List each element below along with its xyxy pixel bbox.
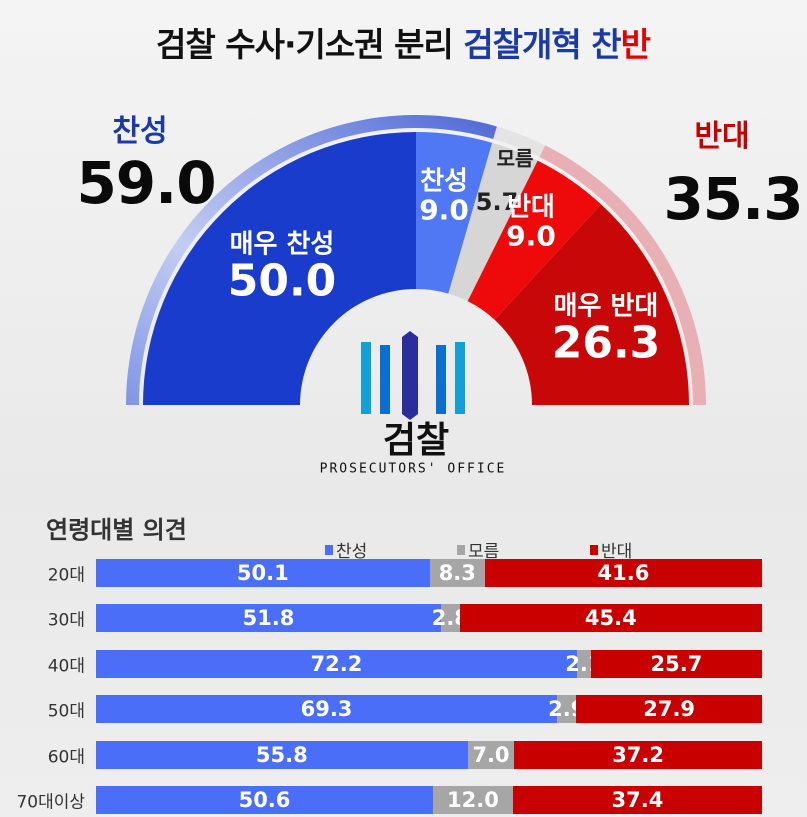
bar-support: 55.8 xyxy=(96,741,468,769)
bar-value-label: 27.9 xyxy=(643,697,696,721)
logo-bar xyxy=(455,342,465,414)
slice-support xyxy=(416,132,493,294)
bar-value-label: 8.3 xyxy=(438,561,476,585)
title-text: 검찰 수사·기소권 분리 xyxy=(156,25,464,64)
slice-unknown xyxy=(448,142,538,302)
bar-value-label: 72.2 xyxy=(310,652,363,676)
slice-label-strong-oppose: 매우 반대 26.3 xyxy=(551,291,661,369)
bar-oppose: 45.4 xyxy=(459,604,762,632)
ring-unknown xyxy=(493,126,546,158)
half-donut-chart xyxy=(126,115,706,420)
bar-oppose: 41.6 xyxy=(484,559,762,587)
slice-label-strong-support: 매우 찬성 50.0 xyxy=(227,229,337,307)
bar-row: 55.8 7.0 37.2 xyxy=(96,741,762,769)
age-label: 70대이상 xyxy=(16,792,85,813)
bar-value-label: 12.0 xyxy=(447,788,499,812)
legend-swatch xyxy=(457,544,465,555)
legend-swatch xyxy=(590,544,598,555)
bar-unknown: 2.9 xyxy=(548,695,585,723)
bar-unknown: 2.1 xyxy=(565,650,602,678)
bar-value-label: 69.3 xyxy=(300,697,353,721)
slice-label-oppose: 반대 9.0 xyxy=(506,192,556,253)
bar-value-label: 7.0 xyxy=(472,743,510,767)
slice-label-support: 찬성 9.0 xyxy=(419,166,469,227)
bar-support: 72.2 xyxy=(96,650,577,678)
age-label: 20대 xyxy=(47,565,85,586)
title-support: 찬 xyxy=(591,25,621,64)
bar-unknown: 12.0 xyxy=(432,786,513,814)
slice-strong-support xyxy=(143,132,416,405)
legend-swatch xyxy=(325,544,333,555)
slice-value-unknown: 5.7 xyxy=(475,188,519,216)
bar-row: 69.3 2.9 27.9 xyxy=(96,695,762,723)
page-title: 검찰 수사·기소권 분리 검찰개혁 찬반 xyxy=(156,18,651,66)
slice-strong-oppose xyxy=(494,204,689,405)
bar-value-label: 25.7 xyxy=(650,652,703,676)
legend-oppose: 반대 xyxy=(590,537,632,562)
age-chart-title: 연령대별 의견 xyxy=(46,516,187,544)
logo-bar xyxy=(380,345,390,414)
bar-oppose: 37.4 xyxy=(512,786,762,814)
ring-oppose xyxy=(539,145,706,405)
title-oppose: 반 xyxy=(620,25,651,64)
bar-row: 51.8 2.8 45.4 xyxy=(96,604,762,632)
total-support-label: 찬성 xyxy=(112,114,168,149)
total-oppose-value: 35.3 xyxy=(663,165,803,233)
bar-unknown: 8.3 xyxy=(429,559,485,587)
prosecutors-office-logo xyxy=(361,331,465,420)
bar-value-label: 37.2 xyxy=(612,743,665,767)
bar-unknown: 7.0 xyxy=(467,741,515,769)
logo-bar xyxy=(436,345,446,414)
bar-oppose: 27.9 xyxy=(576,695,762,723)
age-label: 30대 xyxy=(47,610,85,631)
bar-support: 51.8 xyxy=(96,604,441,632)
bar-row: 50.6 12.0 37.4 xyxy=(96,786,762,814)
legend-support: 찬성 xyxy=(325,537,367,562)
total-support-value: 59.0 xyxy=(76,149,216,217)
bar-support: 69.3 xyxy=(96,695,558,723)
bar-value-label: 41.6 xyxy=(597,561,650,585)
bar-support: 50.6 xyxy=(96,786,433,814)
slice-oppose xyxy=(467,160,601,320)
bar-oppose: 37.2 xyxy=(514,741,762,769)
bar-value-label: 45.4 xyxy=(584,606,637,630)
bar-oppose: 25.7 xyxy=(590,650,762,678)
logo-subtitle: PROSECUTORS' OFFICE xyxy=(319,461,507,477)
logo-bar xyxy=(361,342,371,414)
legend-unknown: 모름 xyxy=(457,537,499,562)
bar-value-label: 37.4 xyxy=(611,788,664,812)
total-oppose-label: 반대 xyxy=(694,119,750,154)
logo-text: 검찰 xyxy=(382,420,450,461)
bar-value-label: 50.1 xyxy=(236,561,289,585)
bar-unknown: 2.8 xyxy=(432,604,469,632)
bar-row: 50.1 8.3 41.6 xyxy=(96,559,762,587)
bar-value-label: 55.8 xyxy=(255,743,308,767)
age-label: 50대 xyxy=(47,701,85,722)
bar-support: 50.1 xyxy=(96,559,430,587)
title-highlight: 검찰개혁 xyxy=(463,25,592,64)
logo-bar xyxy=(402,331,418,420)
age-label: 40대 xyxy=(47,656,85,677)
slice-label-unknown: 모름 xyxy=(496,146,534,171)
bar-value-label: 51.8 xyxy=(242,606,295,630)
age-label: 60대 xyxy=(47,747,85,768)
bar-row: 72.2 2.1 25.7 xyxy=(96,650,762,678)
bar-value-label: 50.6 xyxy=(238,788,291,812)
